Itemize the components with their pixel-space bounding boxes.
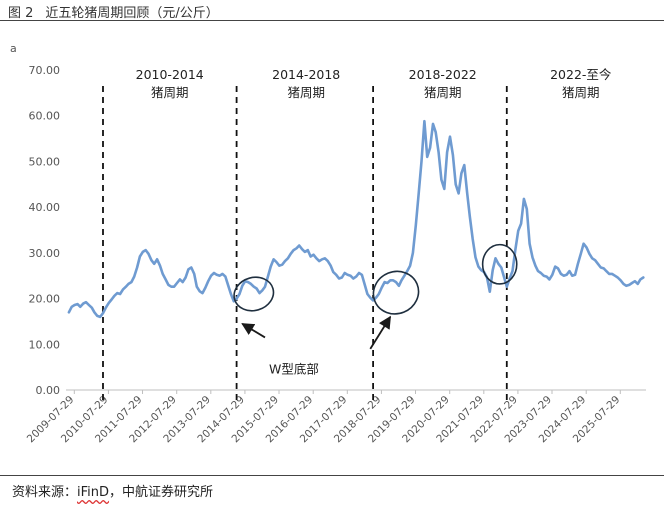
w-bottom-ellipse [372,270,420,315]
period-label-cycle: 猪周期 [287,85,325,100]
period-label-years: 2022-至今 [550,67,612,82]
y-tick-label: 60.00 [29,110,61,123]
period-label-years: 2018-2022 [409,67,477,82]
w-bottom-ellipse [481,243,518,285]
source-note: 资料来源：iFinD，中航证券研究所 [12,481,213,500]
period-label-years: 2014-2018 [272,67,340,82]
figure-title: 图 2 近五轮猪周期回顾（元/公斤） [8,2,219,21]
y-tick-label: 50.00 [29,155,61,168]
w-bottom-annotation: W型底部 [269,362,319,377]
bottom-rule [0,475,664,476]
y-tick-label: 10.00 [29,338,61,351]
source-suffix: ，中航证券研究所 [109,485,214,500]
y-unit-label: a [10,42,17,55]
period-label-cycle: 猪周期 [151,85,189,100]
y-tick-label: 20.00 [29,293,61,306]
period-label-years: 2010-2014 [136,67,204,82]
period-label-cycle: 猪周期 [562,85,600,100]
annotation-arrow [369,315,392,350]
source-ifind: iFinD [77,485,110,500]
y-tick-label: 30.00 [29,247,61,260]
y-tick-label: 70.00 [29,64,61,77]
source-prefix: 资料来源： [12,485,78,500]
price-series-line [67,119,645,319]
top-rule [0,20,664,21]
figure-number: 图 2 [8,6,34,21]
y-tick-label: 40.00 [29,201,61,214]
period-label-cycle: 猪周期 [424,85,462,100]
annotation-arrow [241,322,266,339]
w-bottom-ellipse [233,276,275,312]
figure-caption: 近五轮猪周期回顾（元/公斤） [45,6,219,21]
y-tick-label: 0.00 [36,384,61,397]
